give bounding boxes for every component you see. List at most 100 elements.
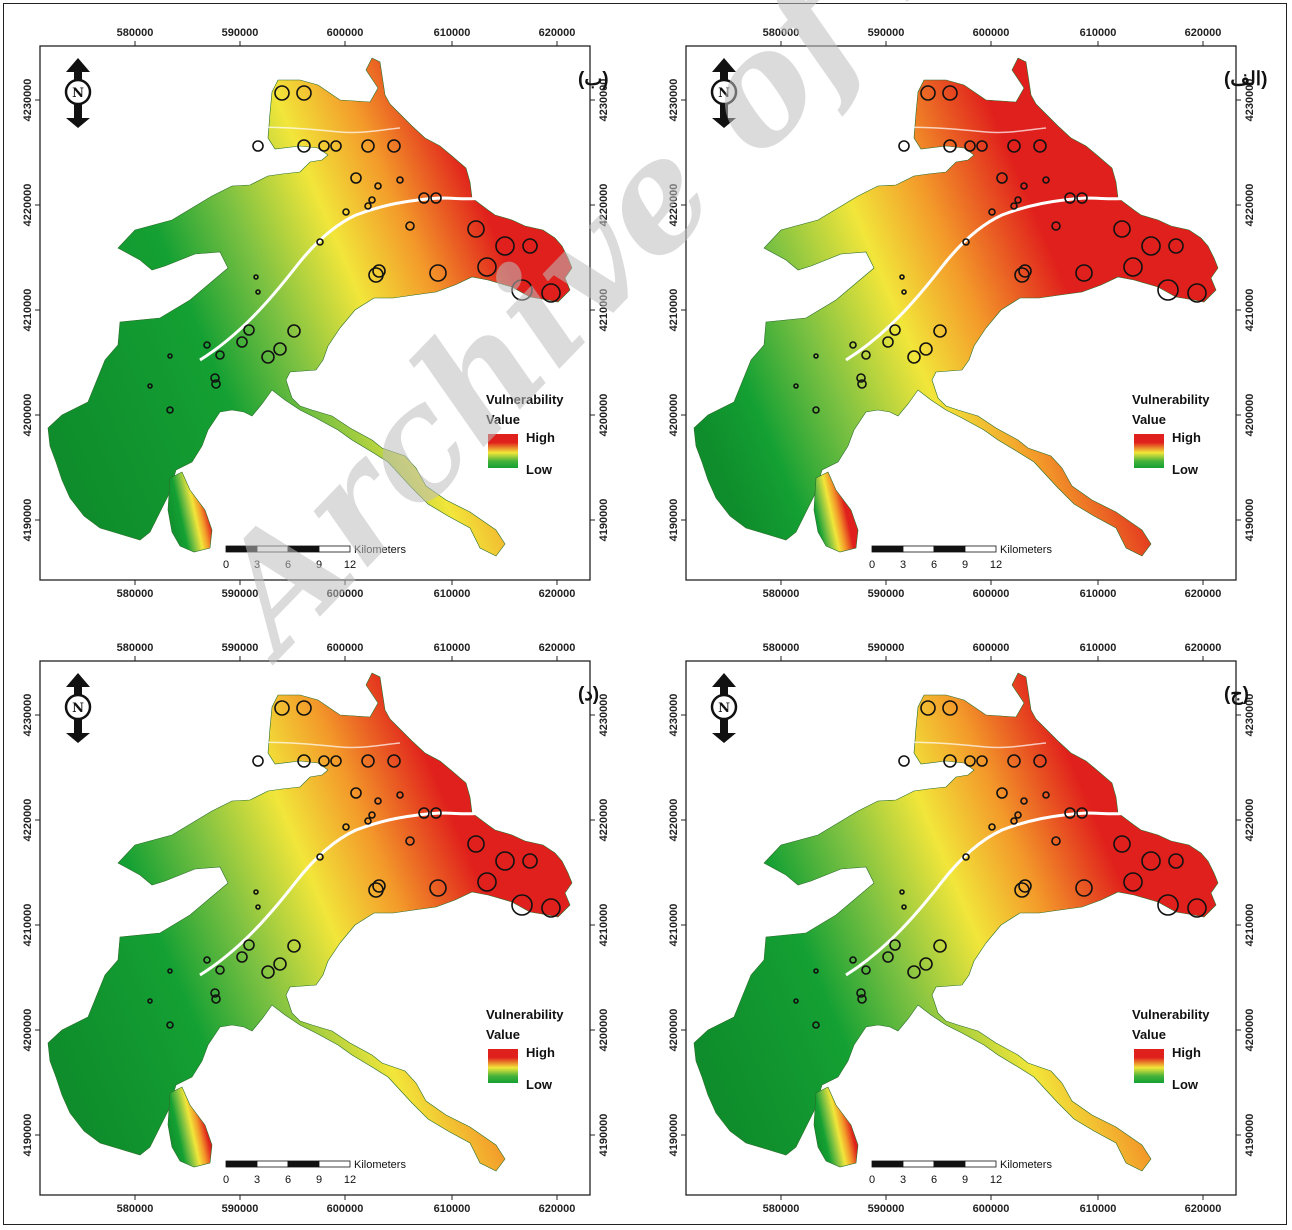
sample-point (1141, 236, 1161, 256)
sample-point (418, 807, 430, 819)
x-tick-label-top: 580000 (763, 642, 800, 654)
sample-point (1076, 192, 1088, 204)
sample-point (919, 957, 933, 971)
sample-point (964, 140, 976, 152)
sample-point (920, 85, 936, 101)
north-arrow-letter: N (72, 701, 84, 716)
sample-point (849, 341, 857, 349)
y-tick-label-right: 4230000 (1244, 79, 1256, 122)
legend-subtitle: Value (486, 1027, 520, 1042)
y-tick-label-right: 4210000 (598, 289, 610, 332)
sample-point (166, 1021, 174, 1029)
scale-segment (256, 545, 289, 553)
sample-point (996, 787, 1008, 799)
sample-point (919, 342, 933, 356)
sample-point (350, 787, 362, 799)
sample-point (467, 835, 485, 853)
sample-point (889, 939, 901, 951)
sample-point (210, 373, 220, 383)
x-tick-label-bottom: 590000 (222, 1203, 259, 1215)
sample-point (374, 182, 382, 190)
y-tick-label-left: 4210000 (668, 289, 680, 332)
sample-points (793, 700, 1207, 1029)
sample-point (372, 264, 386, 278)
sample-point (318, 755, 330, 767)
legend-title: Vulnerability (486, 1007, 564, 1022)
y-tick-label-right: 4190000 (598, 499, 610, 542)
sample-point (812, 406, 820, 414)
north-arrow-letter: N (718, 86, 730, 101)
scale-unit: Kilometers (354, 544, 406, 556)
y-tick-label-left: 4200000 (22, 1009, 34, 1052)
axis-labels: 580000 580000 590000 590000 600000 600000 6100… (668, 642, 1256, 1215)
basin-lobe (167, 1086, 213, 1168)
sample-point (541, 283, 561, 303)
river-channel (845, 811, 1127, 977)
legend-high-label: High (526, 430, 555, 445)
sample-point (988, 208, 996, 216)
y-tick-label-left: 4230000 (22, 79, 34, 122)
x-tick-label-top: 620000 (1185, 642, 1222, 654)
sample-point (1075, 264, 1093, 282)
scale-tick: 0 (223, 559, 229, 571)
legend-colorbar (488, 1049, 518, 1083)
sample-point (933, 324, 947, 338)
north-arrow-letter: N (718, 701, 730, 716)
sample-point (203, 341, 211, 349)
y-tick-label-left: 4190000 (668, 499, 680, 542)
panel-label: (ج) (1224, 684, 1249, 705)
x-tick-label-top: 620000 (539, 642, 576, 654)
sample-point (274, 700, 290, 716)
y-tick-label-left: 4200000 (668, 1009, 680, 1052)
scale-tick: 9 (316, 1174, 322, 1186)
sample-point (962, 853, 970, 861)
sample-point (882, 336, 894, 348)
scale-tick: 0 (869, 559, 875, 571)
sample-point (522, 853, 538, 869)
sample-point (330, 140, 342, 152)
sample-points (147, 85, 561, 414)
sample-point (933, 939, 947, 953)
sample-point (372, 879, 386, 893)
sample-point (793, 383, 799, 389)
sample-point (147, 383, 153, 389)
sample-point (1168, 853, 1184, 869)
scale-tick: 12 (344, 1174, 356, 1186)
x-tick-label-bottom: 580000 (117, 1203, 154, 1215)
x-tick-label-top: 620000 (1185, 27, 1222, 39)
sample-point (964, 755, 976, 767)
sample-point (996, 172, 1008, 184)
legend-low-label: Low (1172, 1077, 1199, 1092)
legend: Vulnerability Value High Low (486, 392, 564, 477)
x-tick-label-bottom: 590000 (868, 1203, 905, 1215)
scale-tick: 0 (223, 1174, 229, 1186)
x-tick-label-bottom: 580000 (117, 588, 154, 600)
sample-point (274, 85, 290, 101)
sample-point (252, 755, 264, 767)
sample-point (316, 238, 324, 246)
sample-point (856, 988, 866, 998)
x-tick-label-bottom: 580000 (763, 588, 800, 600)
x-tick-label-top: 590000 (868, 27, 905, 39)
basin-surface (47, 57, 573, 557)
sample-point (1042, 176, 1050, 184)
x-tick-label-top: 600000 (973, 642, 1010, 654)
legend-low-label: Low (1172, 462, 1199, 477)
scale-segment (225, 545, 258, 553)
scale-segment (933, 545, 966, 553)
sample-point (273, 342, 287, 356)
panel-label: (د) (578, 684, 599, 705)
basin-lobe (813, 471, 859, 553)
sample-point (857, 994, 867, 1004)
sample-point (297, 754, 311, 768)
sample-point (1123, 257, 1143, 277)
scale-segment (256, 1160, 289, 1168)
map-svg: 580000 580000 590000 590000 600000 600000 6100… (22, 642, 610, 1215)
scale-tick: 0 (869, 1174, 875, 1186)
legend: Vulnerability Value High Low (1132, 392, 1210, 477)
sample-point (511, 279, 533, 301)
panel-label: (الف) (1224, 69, 1267, 90)
legend: Vulnerability Value High Low (486, 1007, 564, 1092)
scale-unit: Kilometers (354, 1159, 406, 1171)
sample-point (211, 379, 221, 389)
